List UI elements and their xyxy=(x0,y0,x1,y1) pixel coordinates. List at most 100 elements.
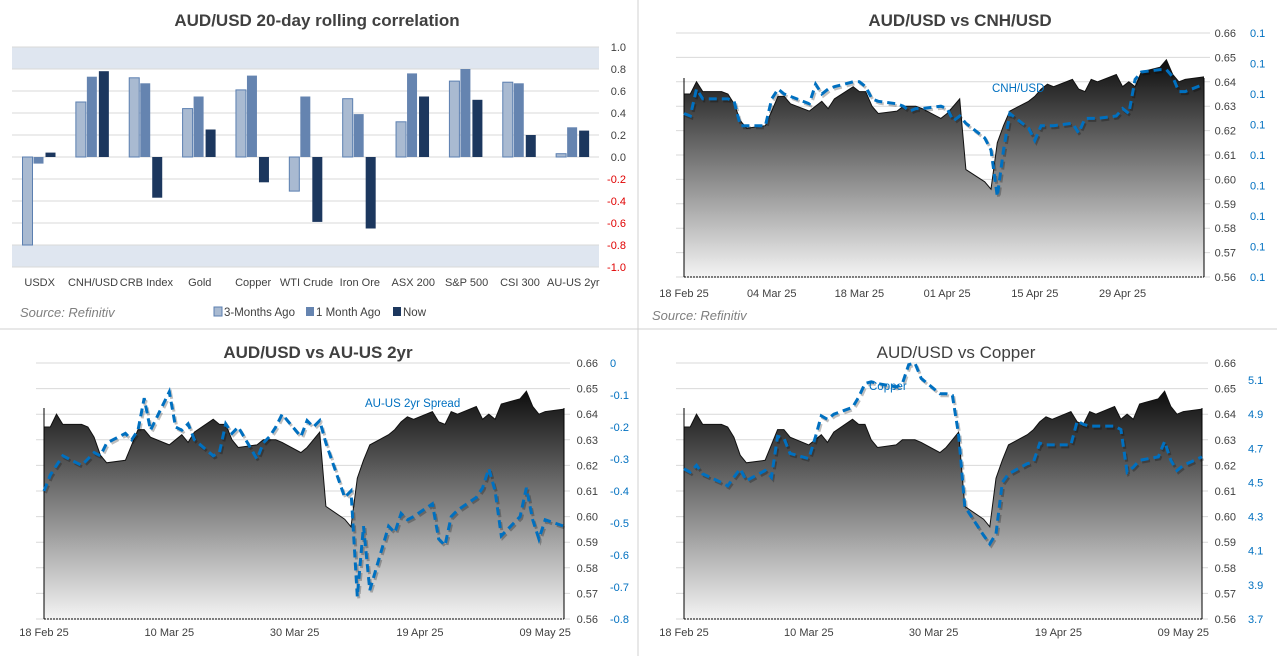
right-y-tick-label: 5.1 xyxy=(1248,375,1263,387)
left-y-tick-label: 0.57 xyxy=(1215,248,1236,260)
left-y-tick-label: 0.63 xyxy=(1215,101,1236,113)
right-y-tick-label: -0.1 xyxy=(610,390,629,402)
bar-now xyxy=(98,71,109,157)
y-tick-label: -0.2 xyxy=(607,174,626,186)
left-y-tick-label: 0.58 xyxy=(577,563,598,575)
bar-1-month-ago xyxy=(300,96,311,157)
left-y-tick-label: 0.63 xyxy=(1215,435,1236,447)
legend-label-1-month: 1 Month Ago xyxy=(316,307,381,319)
bar-3-months-ago xyxy=(395,121,407,158)
left-y-tick-label: 0.65 xyxy=(1215,52,1236,64)
bar-1-month-ago xyxy=(407,73,418,157)
x-tick-label: 19 Apr 25 xyxy=(1035,627,1082,639)
bar-3-months-ago xyxy=(128,77,140,158)
shaded-band xyxy=(12,245,599,267)
bar-3-months-ago xyxy=(288,156,300,192)
source-label: Source: Refinitiv xyxy=(652,308,748,323)
aud-vs-spread-chart: AUD/USD vs AU-US 2yr 0.66 0.65 0.64 0.63 0.6… xyxy=(19,343,629,639)
legend-label-3-months: 3-Months Ago xyxy=(224,307,295,319)
left-y-tick-label: 0.66 xyxy=(577,358,598,370)
series-label: CNH/USD xyxy=(992,83,1044,95)
bar-3-months-ago xyxy=(235,89,247,158)
left-y-tick-label: 0.62 xyxy=(1215,126,1236,138)
y-tick-label: 0.0 xyxy=(611,152,626,164)
left-y-tick-label: 0.64 xyxy=(1215,409,1236,421)
right-y-tick-label: 3.9 xyxy=(1248,580,1263,592)
bar-now xyxy=(45,152,56,157)
left-y-tick-label: 0.64 xyxy=(1215,77,1236,89)
chart-title: AUD/USD vs Copper xyxy=(877,343,1036,362)
right-y-tick-label: 4.1 xyxy=(1248,546,1263,558)
x-tick-label: 30 Mar 25 xyxy=(909,627,959,639)
left-y-tick-label: 0.60 xyxy=(577,512,598,524)
left-y-tick-label: 0.61 xyxy=(1215,486,1236,498)
bar-1-month-ago xyxy=(33,157,44,164)
right-y-tick-label: 0.1 xyxy=(1250,181,1265,193)
bar-now xyxy=(472,99,483,157)
left-y-tick-label: 0.64 xyxy=(577,409,598,421)
aud-usd-area xyxy=(44,391,564,619)
x-tick-label: 30 Mar 25 xyxy=(270,627,320,639)
right-y-tick-label: 0.1 xyxy=(1250,242,1265,254)
left-y-tick-label: 0.58 xyxy=(1215,563,1236,575)
left-y-tick-label: 0.62 xyxy=(577,460,598,472)
y-tick-label: 1.0 xyxy=(611,42,626,54)
right-y-tick-label: -0.7 xyxy=(610,582,629,594)
bar-3-months-ago xyxy=(75,101,87,158)
x-tick-label: 09 May 25 xyxy=(520,627,571,639)
bar-1-month-ago xyxy=(460,69,471,157)
bar-now xyxy=(365,157,376,229)
legend: 3-Months Ago 1 Month Ago Now xyxy=(213,306,427,319)
left-y-tick-label: 0.66 xyxy=(1215,358,1236,370)
y-tick-label: 0.6 xyxy=(611,86,626,98)
bar-3-months-ago xyxy=(342,98,354,158)
x-tick-label: 18 Feb 25 xyxy=(659,627,709,639)
left-y-tick-label: 0.56 xyxy=(577,614,598,626)
bar-1-month-ago xyxy=(193,96,204,157)
right-y-tick-label: -0.3 xyxy=(610,454,629,466)
right-y-tick-label: 4.9 xyxy=(1248,409,1263,421)
aud-vs-copper-chart: AUD/USD vs Copper 0.66 0.65 0.64 0.63 0.62 0.… xyxy=(659,343,1263,639)
right-y-tick-label: 0.1 xyxy=(1250,59,1265,71)
y-tick-label: 0.4 xyxy=(611,108,626,120)
bar-now xyxy=(525,135,536,157)
x-tick-label: 10 Mar 25 xyxy=(145,627,195,639)
aud-usd-area xyxy=(684,59,1204,277)
left-y-tick-label: 0.57 xyxy=(577,588,598,600)
category-label: Gold xyxy=(188,277,211,289)
category-label: CSI 300 xyxy=(500,277,540,289)
x-tick-label: 29 Apr 25 xyxy=(1099,288,1146,300)
bar-3-months-ago xyxy=(448,80,460,158)
x-tick-label: 09 May 25 xyxy=(1158,627,1209,639)
x-tick-label: 18 Mar 25 xyxy=(835,288,885,300)
x-tick-label: 04 Mar 25 xyxy=(747,288,797,300)
category-label: AU-US 2yr xyxy=(547,277,600,289)
right-y-tick-label: 0 xyxy=(610,358,616,370)
category-label: CRB Index xyxy=(120,277,174,289)
bar-1-month-ago xyxy=(567,127,578,157)
aud-usd-area xyxy=(684,391,1202,619)
right-y-tick-label: 4.3 xyxy=(1248,512,1263,524)
left-y-tick-label: 0.63 xyxy=(577,435,598,447)
right-y-tick-label: -0.4 xyxy=(610,486,629,498)
category-label: USDX xyxy=(24,277,55,289)
left-y-tick-label: 0.59 xyxy=(1215,199,1236,211)
right-y-tick-label: 0.1 xyxy=(1250,120,1265,132)
left-y-tick-label: 0.59 xyxy=(577,537,598,549)
chart-title: AUD/USD 20-day rolling correlation xyxy=(174,11,459,30)
legend-swatch-now xyxy=(393,307,401,316)
bar-now xyxy=(579,130,590,157)
secondary-line xyxy=(683,68,1205,197)
category-label: Iron Ore xyxy=(340,277,380,289)
left-y-tick-label: 0.61 xyxy=(1215,150,1236,162)
aud-usd-line xyxy=(44,390,565,529)
bar-3-months-ago xyxy=(182,108,194,158)
left-y-tick-label: 0.56 xyxy=(1215,272,1236,284)
bar-1-month-ago xyxy=(353,114,364,157)
left-y-tick-label: 0.65 xyxy=(1215,384,1236,396)
y-tick-label: -0.6 xyxy=(607,218,626,230)
right-y-tick-label: -0.2 xyxy=(610,422,629,434)
x-tick-label: 10 Mar 25 xyxy=(784,627,834,639)
right-y-tick-label: -0.6 xyxy=(610,550,629,562)
